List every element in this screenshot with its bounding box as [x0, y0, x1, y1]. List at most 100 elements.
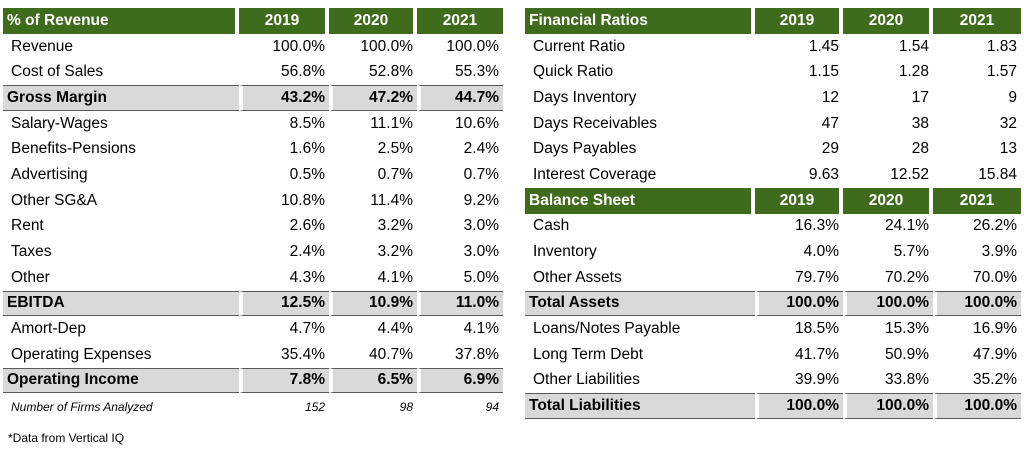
table-row: Revenue 100.0% 100.0% 100.0% [3, 34, 503, 60]
row-label: EBITDA [3, 290, 239, 317]
row-label: Cost of Sales [11, 63, 104, 81]
table-row: Current Ratio 1.45 1.54 1.83 [525, 34, 1021, 60]
row-value: 3.0% [463, 217, 499, 235]
table-row: Operating Expenses 35.4% 40.7% 37.8% [3, 342, 503, 368]
table-header-row: % of Revenue 2019 2020 2021 [3, 8, 503, 34]
row-label: Operating Expenses [11, 345, 152, 363]
revenue-table: % of Revenue 2019 2020 2021 Revenue 100.0% 100… [3, 8, 503, 420]
row-value: 7.8% [239, 367, 329, 394]
row-label: Number of Firms Analyzed [11, 399, 153, 414]
row-value: 6.5% [329, 367, 417, 394]
table-row: Other Assets 79.7% 70.2% 70.0% [525, 265, 1021, 291]
row-value: 33.8% [885, 371, 929, 389]
row-value: 2.4% [463, 140, 499, 158]
row-label: Total Assets [525, 290, 755, 317]
row-value: 16.3% [795, 217, 839, 235]
row-label: Benefits-Pensions [11, 140, 136, 158]
table-row: Taxes 2.4% 3.2% 3.0% [3, 239, 503, 265]
row-label: Days Receivables [533, 114, 658, 132]
table-row: Number of Firms Analyzed 152 98 94 [3, 393, 503, 420]
header-balance-sheet: Balance Sheet [525, 187, 755, 214]
row-value: 1.6% [289, 140, 325, 158]
row-value: 15.3% [885, 320, 929, 338]
row-value: 39.9% [795, 371, 839, 389]
row-value: 70.2% [885, 268, 929, 286]
row-value: 100.0% [755, 393, 843, 419]
header-year: 2020 [843, 8, 933, 34]
row-value: 9.63 [808, 165, 839, 183]
row-value: 1.15 [808, 63, 839, 81]
row-value: 11.1% [370, 114, 413, 132]
table-row: Other 4.3% 4.1% 5.0% [3, 265, 503, 291]
row-label: Current Ratio [533, 37, 626, 55]
table-row: Days Receivables 47 38 32 [525, 111, 1021, 137]
row-value: 2.6% [289, 217, 325, 235]
row-value: 13 [999, 140, 1017, 158]
row-value: 98 [399, 399, 413, 414]
header-year: 2021 [933, 187, 1021, 214]
row-value: 94 [485, 399, 499, 414]
header-financial-ratios: Financial Ratios [525, 8, 755, 34]
row-value: 32 [999, 114, 1017, 132]
row-value: 47.9% [973, 345, 1017, 363]
row-label: Interest Coverage [533, 165, 657, 183]
row-value: 44.7% [417, 85, 503, 111]
row-value: 79.7% [795, 268, 839, 286]
row-value: 5.7% [893, 243, 929, 261]
row-value: 100.0% [446, 37, 499, 55]
row-value: 52.8% [369, 63, 413, 81]
row-value: 18.5% [795, 320, 839, 338]
row-value: 10.8% [281, 191, 325, 209]
row-value: 12.52 [890, 165, 929, 183]
row-label: Other SG&A [11, 191, 98, 209]
row-value: 56.8% [281, 63, 325, 81]
table-row: Long Term Debt 41.7% 50.9% 47.9% [525, 342, 1021, 368]
row-value: 100.0% [843, 290, 933, 317]
header-of-revenue: % of Revenue [3, 8, 239, 34]
row-value: 4.1% [377, 268, 413, 286]
row-label: Operating Income [3, 367, 239, 394]
row-value: 12.5% [239, 290, 329, 317]
table-row: Inventory 4.0% 5.7% 3.9% [525, 239, 1021, 265]
table-row: Total Liabilities 100.0% 100.0% 100.0% [525, 393, 1021, 419]
row-value: 26.2% [973, 217, 1017, 235]
row-value: 6.9% [417, 367, 503, 394]
row-value: 1.28 [898, 63, 929, 81]
row-label: Long Term Debt [533, 345, 643, 363]
row-value: 8.5% [289, 114, 325, 132]
header-year: 2019 [755, 187, 843, 214]
row-value: 29 [821, 140, 839, 158]
table-row: Salary-Wages 8.5% 11.1% 10.6% [3, 111, 503, 137]
row-label: Days Payables [533, 140, 637, 158]
row-value: 4.7% [289, 320, 325, 338]
row-value: 3.2% [377, 243, 413, 261]
row-value: 100.0% [933, 393, 1021, 419]
row-value: 100.0% [755, 290, 843, 317]
header-year: 2021 [933, 8, 1021, 34]
table-row: Amort-Dep 4.7% 4.4% 4.1% [3, 316, 503, 342]
row-label: Quick Ratio [533, 63, 614, 81]
row-value: 1.57 [986, 63, 1017, 81]
row-label: Amort-Dep [11, 320, 86, 338]
row-value: 1.54 [898, 37, 929, 55]
row-value: 35.4% [281, 345, 325, 363]
row-value: 2.4% [289, 243, 325, 261]
row-value: 41.7% [795, 345, 839, 363]
table-row: Gross Margin 43.2% 47.2% 44.7% [3, 85, 503, 111]
header-year: 2021 [417, 8, 503, 34]
row-label: Total Liabilities [525, 393, 755, 419]
row-value: 152 [304, 399, 325, 414]
header-year: 2019 [755, 8, 843, 34]
row-value: 0.7% [377, 165, 413, 183]
row-value: 4.1% [463, 320, 499, 338]
footnote: *Data from Vertical IQ [8, 431, 125, 445]
row-label: Rent [11, 217, 44, 235]
row-value: 35.2% [973, 371, 1017, 389]
header-year: 2020 [843, 187, 933, 214]
row-value: 100.0% [933, 290, 1021, 317]
table-header-row: Balance Sheet 2019 2020 2021 [525, 187, 1021, 214]
row-value: 100.0% [272, 37, 325, 55]
table-row: Total Assets 100.0% 100.0% 100.0% [525, 290, 1021, 317]
row-value: 16.9% [973, 320, 1017, 338]
row-value: 0.7% [463, 165, 499, 183]
